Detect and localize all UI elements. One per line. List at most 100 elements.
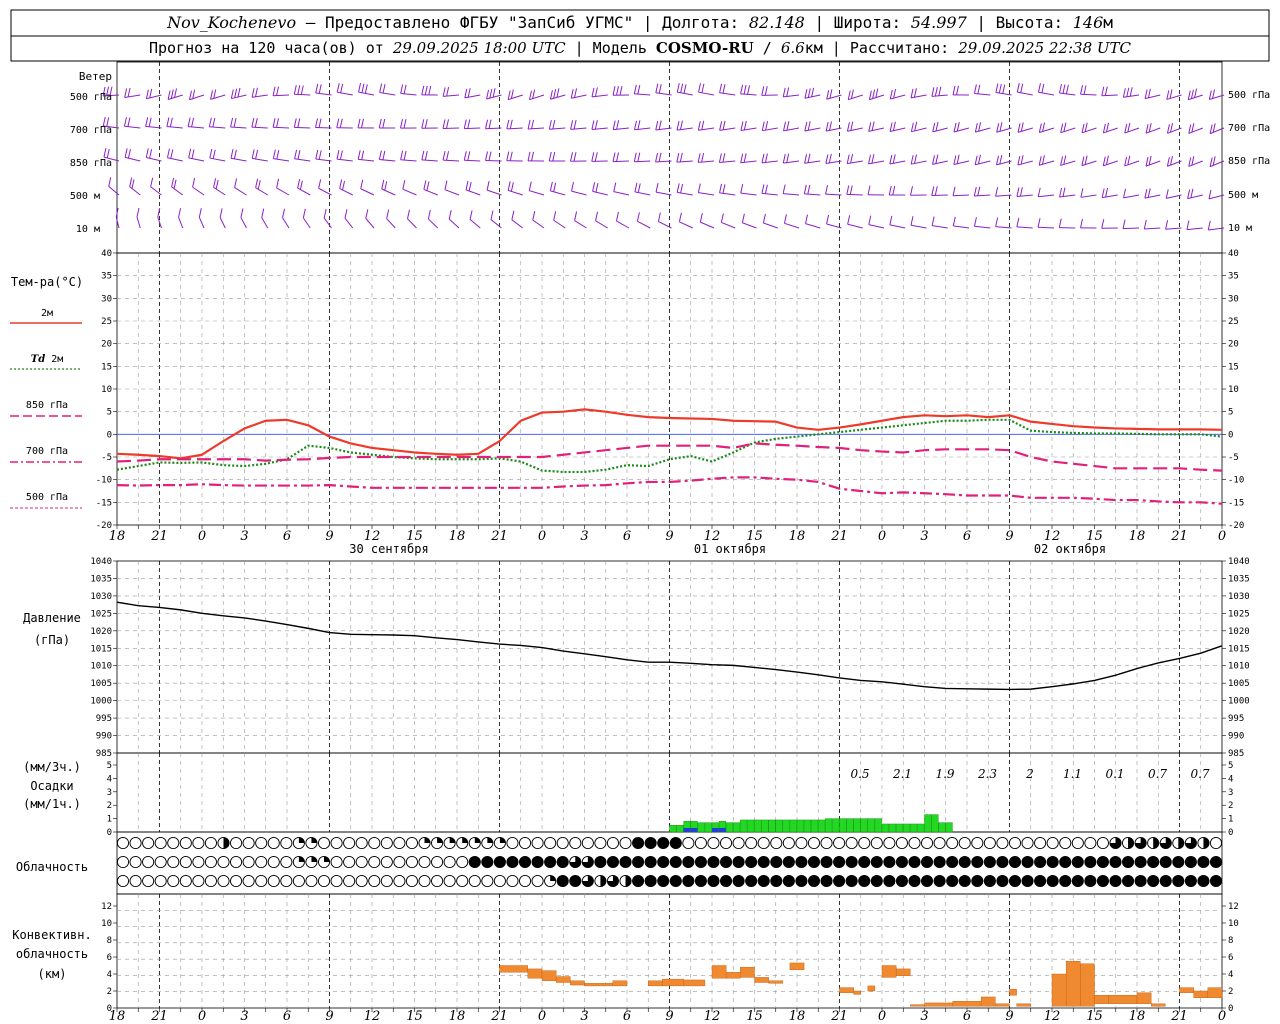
wind-barb-shaft	[932, 225, 948, 229]
pressure-y-tick-right: 1025	[1228, 609, 1250, 619]
wind-barb-shaft	[529, 190, 545, 196]
cloud-cover-symbol	[242, 855, 255, 869]
wind-barb-feather	[102, 86, 106, 97]
wind-barb-feather	[825, 122, 829, 132]
wind-barb-feather	[1041, 83, 1045, 93]
x-hour-tick-label: 3	[920, 529, 928, 544]
precip-y-tick-right: 0	[1228, 828, 1233, 838]
wind-barb-feather	[166, 117, 170, 127]
wind-barb-feather	[276, 118, 280, 128]
wind-barb-shaft	[129, 186, 141, 196]
wind-barb-feather	[300, 85, 304, 95]
wind-barb-shaft	[1101, 94, 1118, 97]
precip-rain-bar	[810, 819, 819, 833]
wind-barb-shaft	[1038, 91, 1055, 96]
wind-barb-feather	[998, 83, 1002, 94]
cloud-cover-symbol	[330, 874, 343, 888]
wind-barb-shaft	[365, 218, 375, 229]
wind-barb-feather	[591, 120, 595, 130]
wind-barb-feather	[507, 181, 511, 191]
cloud-cover-symbol	[255, 874, 268, 888]
precip-rain-bar	[761, 819, 769, 833]
wind-barb-shaft	[528, 127, 545, 130]
wind-barb-feather	[825, 154, 829, 164]
wind-barb-shaft	[1103, 127, 1118, 134]
wind-barb-shaft	[532, 219, 545, 229]
cloud-cover-symbol	[996, 855, 1009, 869]
wind-barb-feather	[318, 118, 322, 128]
precip-rain-bar	[846, 818, 854, 833]
cloud-cover-symbol	[569, 874, 582, 888]
cloud-cover-symbol	[569, 836, 582, 850]
x-hour-tick-label: 6	[963, 529, 971, 544]
precip-rain-bar	[860, 818, 868, 833]
wind-barb-shaft	[763, 222, 778, 229]
conv-cloud-bar	[881, 965, 897, 978]
wind-barb-feather	[616, 86, 619, 96]
cloud-cover-symbol	[883, 855, 896, 869]
wind-barb-feather	[293, 85, 297, 95]
wind-barb-feather	[637, 84, 641, 95]
wind-barb-shaft	[932, 127, 948, 133]
wind-barb-shaft	[469, 218, 481, 229]
wind-barb-feather	[400, 84, 404, 94]
wind-barb-shaft	[337, 91, 353, 96]
wind-barb-feather	[910, 216, 914, 226]
wind-barb-feather	[1144, 89, 1148, 99]
cloud-cover-symbol	[682, 836, 695, 850]
x-hour-tick-label: 12	[364, 529, 381, 544]
cloud-cover-symbol	[644, 855, 657, 869]
wind-barb-feather	[1060, 156, 1064, 166]
wind-barb-feather	[509, 119, 513, 129]
wind-barb-feather	[743, 85, 747, 95]
cloud-cover-symbol	[142, 855, 155, 869]
x-hour-tick-label-bottom: 21	[150, 1009, 168, 1024]
wind-barb-feather	[297, 150, 301, 160]
x-hour-tick-label: 18	[109, 529, 126, 544]
wind-barb-shaft	[464, 127, 481, 130]
x-hour-tick-label-bottom: 3	[240, 1009, 248, 1024]
wind-barb-feather	[995, 83, 999, 93]
cloud-cover-symbol	[833, 855, 846, 869]
cloud-cover-symbol	[506, 836, 519, 850]
precip-rain-bar	[924, 814, 932, 833]
wind-barb-shaft	[444, 189, 460, 196]
wind-barb-shaft	[574, 220, 587, 229]
precip-bars: 0.5 2.1 1.9 2.3 2 1.1 0.1 0.7 0.7	[669, 767, 1210, 833]
wind-barb-feather	[115, 207, 119, 218]
precip-rain-bar	[874, 818, 882, 833]
conv-title-3: (км)	[38, 967, 67, 981]
wind-barb-shaft	[592, 190, 608, 196]
wind-barb-shaft	[464, 94, 481, 99]
wind-level-10m: 10 м	[76, 224, 100, 235]
wind-barb-feather	[996, 155, 999, 166]
wind-barb-feather	[999, 122, 1003, 132]
wind-barb-feather	[1084, 155, 1088, 165]
cloud-cover-symbol	[933, 855, 946, 869]
pressure-y-tick-left: 1005	[90, 679, 112, 689]
wind-barb-feather	[213, 178, 217, 188]
wind-barb-feather	[382, 83, 386, 94]
conv-cloud-bar	[839, 987, 854, 993]
cloud-cover-symbol	[343, 874, 356, 888]
wind-barb-feather	[978, 122, 982, 132]
wind-barb-shaft	[1145, 127, 1161, 134]
wind-barb-feather	[527, 151, 531, 161]
wind-barb-shaft	[637, 220, 651, 229]
x-hour-tick-label: 15	[406, 529, 423, 544]
wind-barb-feather	[124, 88, 128, 98]
wind-barb-feather	[829, 89, 833, 99]
legend-700-label: 700 гПа	[26, 446, 68, 457]
altitude-value: 146	[1073, 13, 1104, 32]
cloud-cover-symbol	[820, 836, 833, 850]
wind-barb-feather	[783, 214, 787, 224]
cloud-cover-symbol	[317, 874, 331, 888]
wind-barb-feather	[765, 120, 769, 131]
wind-barb-feather	[995, 187, 999, 197]
wind-barb-shaft	[677, 91, 693, 96]
legend-td-label: Td 2м	[31, 354, 63, 365]
wind-barb-feather	[740, 153, 744, 163]
temp-y-tick-left: -15	[96, 498, 112, 508]
cloud-cover-symbol	[770, 855, 783, 869]
wind-barb-feather	[240, 208, 244, 218]
